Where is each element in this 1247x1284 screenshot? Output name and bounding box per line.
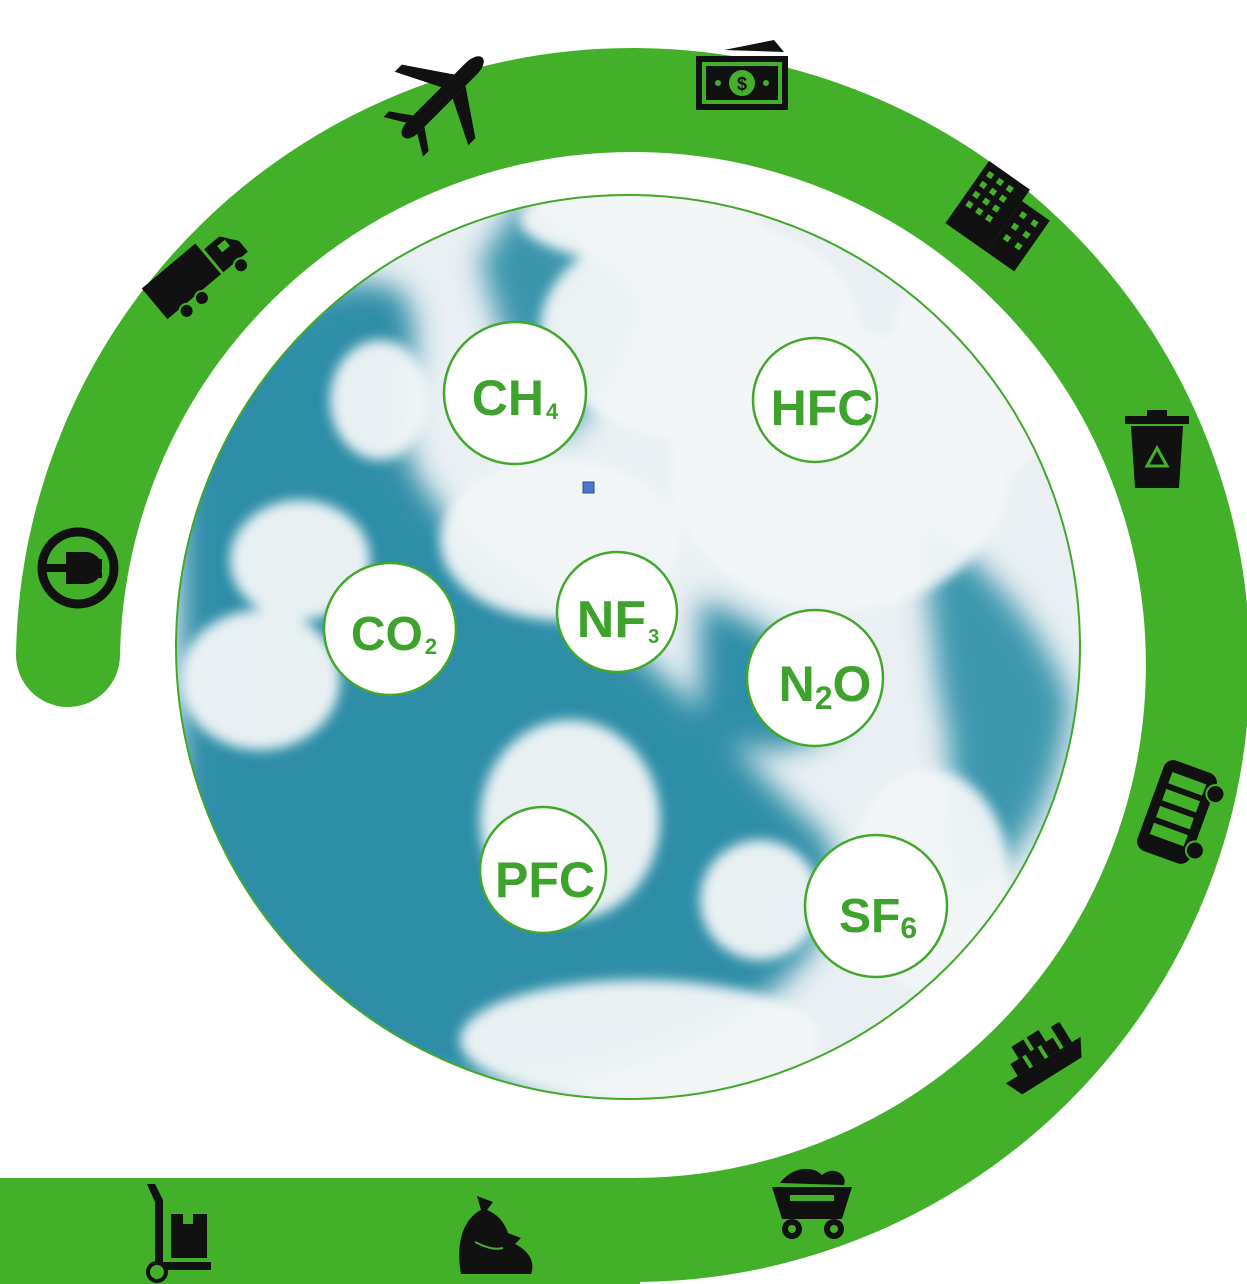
recycle-bin-icon [1125, 410, 1189, 488]
coal-cart-icon [772, 1168, 852, 1239]
cargo-ship-icon [1005, 1021, 1082, 1095]
gas-bubble-hfc: HFC [751, 336, 879, 464]
svg-text:CO2: CO2 [351, 608, 437, 661]
hand-truck-icon [146, 1184, 211, 1283]
truck-icon [141, 236, 250, 320]
gas-bubble-sf6: SF6 [803, 833, 949, 979]
airplane-icon [383, 56, 484, 157]
svg-text:PFC: PFC [495, 852, 595, 908]
office-building-icon [945, 160, 1050, 272]
bus-icon [1137, 760, 1226, 864]
gas-bubble-nf3: NF 3 [555, 550, 679, 674]
sky-circle-border [175, 194, 1081, 1100]
svg-text:N2O: N2O [779, 656, 872, 716]
gas-bubble-ch4: CH4 [442, 320, 588, 466]
money-icon: $ [696, 40, 788, 110]
gas-bubble-pfc: PFC [478, 805, 608, 935]
svg-text:HFC: HFC [771, 380, 874, 436]
svg-text:NF3: NF 3 [577, 591, 659, 649]
selection-handle [582, 481, 595, 494]
gas-bubble-co2: CO2 [322, 561, 458, 697]
garbage-bags-icon [459, 1196, 533, 1274]
gas-bubble-n2o: N2O [745, 608, 885, 748]
svg-text:SF6: SF6 [839, 890, 917, 945]
power-plug-icon [37, 527, 119, 609]
svg-text:$: $ [737, 74, 747, 94]
svg-text:CH4: CH4 [472, 370, 559, 426]
green-spiral-band [0, 48, 1247, 1284]
